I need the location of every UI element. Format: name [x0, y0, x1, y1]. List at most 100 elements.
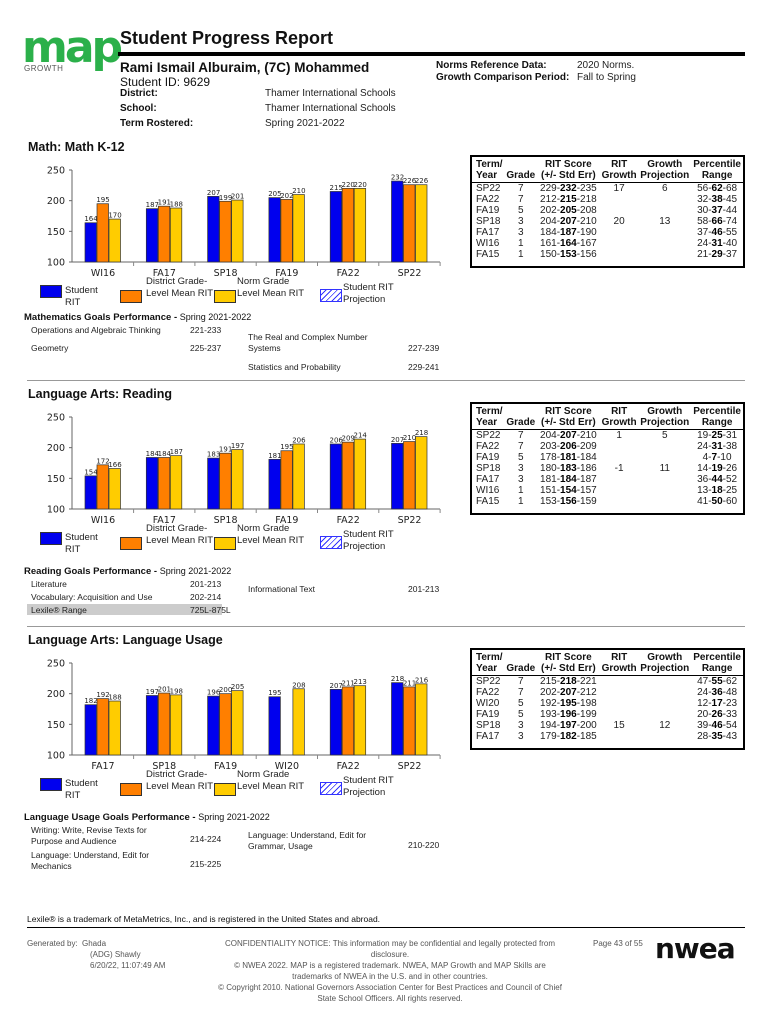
- notice-line: CONFIDENTIALITY NOTICE: This information…: [224, 939, 556, 948]
- y-tick-label: 200: [47, 443, 65, 454]
- table-cell: [600, 194, 638, 205]
- cell-mean-value: 37: [711, 205, 723, 216]
- bar-value-label: 208: [292, 681, 305, 689]
- cell-mean-value: 206: [560, 441, 577, 452]
- x-tick-label: FA22: [337, 761, 360, 772]
- table-cell: 212-215-218: [540, 194, 597, 205]
- bar-value-label: 154: [84, 468, 98, 476]
- bar-norm-mean: [292, 688, 305, 756]
- school-label: School:: [120, 103, 157, 114]
- cell-mean-value: 55: [711, 676, 723, 687]
- bar-value-label: 196: [207, 689, 221, 697]
- rit-score-table: Term/Year Grade RIT Score (+/- Std Err) RIT G…: [470, 402, 745, 515]
- bar-value-label: 191: [158, 199, 171, 207]
- table-cell: [638, 474, 691, 485]
- cell-mean-value: 205: [560, 205, 577, 216]
- bar-norm-mean: [169, 455, 183, 510]
- bar-student-rit: [207, 196, 220, 263]
- table-cell: [600, 687, 638, 698]
- cell-mean-value: 46: [711, 720, 723, 731]
- rit-score-table: Term/Year Grade RIT Score (+/- Std Err) RIT G…: [470, 648, 745, 750]
- bar-value-label: 206: [292, 436, 306, 444]
- bar-value-label: 188: [108, 694, 121, 702]
- bar-value-label: 187: [170, 448, 183, 456]
- bar-district-mean: [96, 203, 109, 263]
- table-cell: 204-207-210: [540, 430, 597, 441]
- table-cell: 20: [613, 216, 625, 227]
- goals-heading: Reading Goals Performance - Spring 2021-…: [24, 566, 231, 577]
- legend-swatch: [320, 536, 342, 549]
- table-header: Percentile Range: [691, 403, 744, 430]
- nwea-logo: nwea: [655, 932, 736, 965]
- bar-value-label: 195: [268, 689, 281, 697]
- cell-mean-value: 46: [711, 227, 723, 238]
- table-cell: [638, 731, 691, 749]
- table-cell: 181-184-187: [540, 474, 597, 485]
- bar-value-label: 166: [108, 461, 122, 469]
- x-tick-label: SP18: [214, 515, 238, 526]
- x-tick-label: SP22: [398, 761, 422, 772]
- table-cell: 192-195-198: [540, 698, 597, 709]
- bar-value-label: 198: [170, 687, 183, 695]
- goal-name: Literature: [31, 579, 67, 589]
- table-cell: 202-205-208: [540, 205, 597, 216]
- table-header: RIT Growth: [599, 403, 639, 430]
- legend-label: Student RIT: [65, 532, 98, 555]
- bar-value-label: 205: [231, 683, 244, 691]
- student-name: Rami Ismail Alburaim, (7C) Mohammed: [120, 60, 370, 75]
- y-tick-label: 150: [47, 720, 65, 731]
- table-cell: 151-154-157: [540, 485, 597, 496]
- bar-student-rit: [84, 475, 97, 510]
- bar-value-label: 220: [354, 181, 367, 189]
- table-cell: FA19: [476, 205, 500, 216]
- table-cell: 3: [518, 474, 524, 485]
- table-row: FA22 7 202-207-212 24-36-48: [471, 687, 744, 698]
- goal-name: Language: Understand, Edit for Grammar, …: [248, 830, 367, 851]
- bar-norm-mean: [415, 436, 428, 510]
- table-cell: [600, 452, 638, 463]
- table-cell: [600, 205, 638, 216]
- legend-swatch: [40, 285, 62, 298]
- x-tick-label: WI20: [275, 761, 299, 772]
- goal-name: Operations and Algebraic Thinking: [31, 325, 161, 335]
- table-cell: SP18: [476, 216, 501, 227]
- table-cell: [600, 731, 638, 749]
- table-cell: 6: [661, 183, 668, 194]
- footer-rule: [27, 927, 745, 928]
- table-row: SP18 3 194-197-200 15 12 39-46-54: [471, 720, 744, 731]
- y-tick-label: 200: [47, 689, 65, 700]
- table-cell: 30-37-44: [697, 205, 738, 216]
- table-cell: [638, 496, 691, 514]
- cell-mean-value: 153: [560, 249, 577, 260]
- bar-value-label: 182: [84, 697, 97, 705]
- bar-district-mean: [341, 686, 355, 756]
- table-cell: [600, 698, 638, 709]
- rit-bar-chart: 100150200250WI16154172166FA17184184187SP…: [47, 413, 441, 526]
- cell-mean-value: 154: [560, 485, 577, 496]
- bar-norm-mean: [353, 188, 367, 263]
- cell-mean-value: 183: [560, 463, 577, 474]
- table-header: Growth Projection: [638, 156, 692, 183]
- cell-mean-value: 38: [711, 194, 723, 205]
- notice-line: © NWEA 2022. MAP is a registered tradema…: [234, 961, 546, 970]
- bar-norm-mean: [415, 184, 428, 263]
- bar-value-label: 206: [330, 436, 344, 444]
- bar-student-rit: [329, 191, 343, 263]
- bar-district-mean: [157, 205, 171, 263]
- bar-value-label: 184: [146, 450, 160, 458]
- bar-district-mean: [403, 184, 416, 263]
- cell-mean-value: 62: [711, 183, 723, 194]
- bar-value-label: 170: [108, 212, 121, 220]
- y-tick-label: 100: [47, 258, 65, 269]
- table-header: Percentile Range: [691, 156, 744, 183]
- cell-mean-value: 207: [560, 216, 577, 227]
- bar-norm-mean: [169, 694, 183, 756]
- cell-mean-value: 215: [560, 194, 577, 205]
- goal-range: 227-239: [408, 343, 440, 353]
- bar-student-rit: [145, 457, 159, 510]
- section-2: Language Arts: Reading 100 150 200 250 WI16 15…: [0, 387, 768, 627]
- bar-value-label: 172: [96, 457, 109, 465]
- bar-value-label: 207: [207, 189, 220, 197]
- chart-legend: Student RIT District Grade-Level Mean RIT…: [0, 523, 460, 570]
- table-cell: 7: [518, 687, 524, 698]
